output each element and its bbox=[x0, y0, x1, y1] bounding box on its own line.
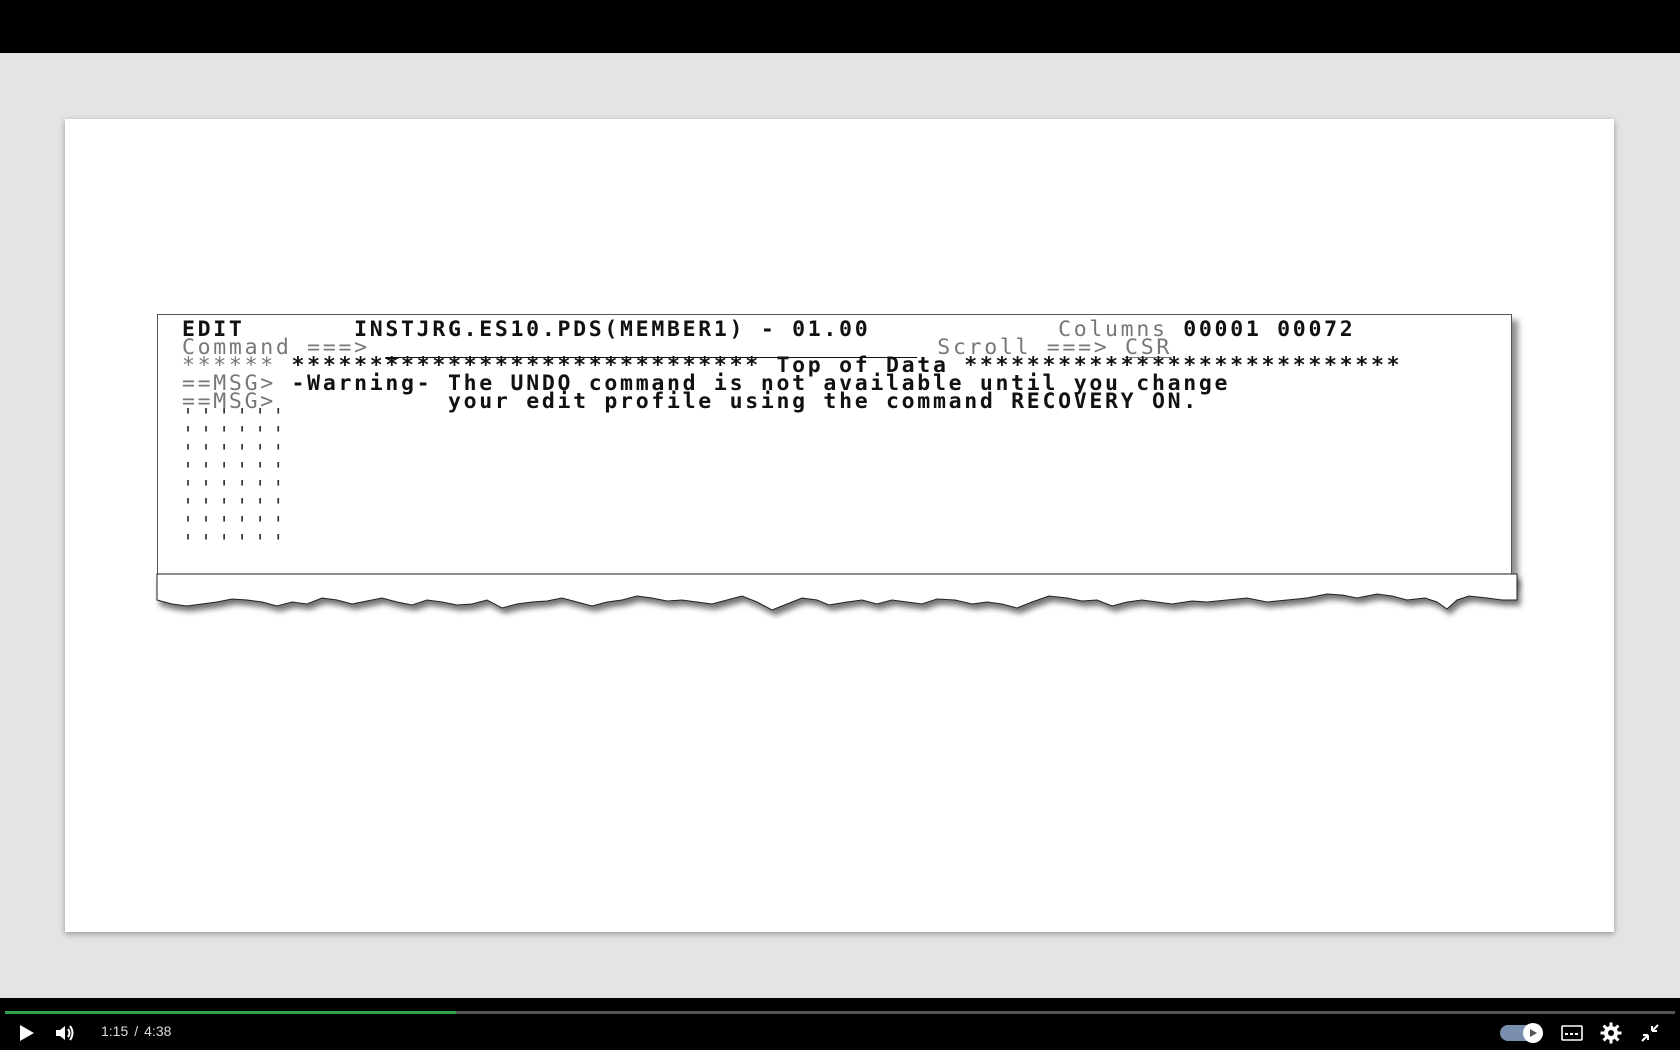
msg-prefix-2: ==MSG> bbox=[182, 389, 276, 414]
autoplay-knob bbox=[1523, 1023, 1543, 1043]
msg-prefix-1: ==MSG> bbox=[182, 371, 276, 396]
current-time: 1:15 bbox=[101, 1023, 129, 1039]
torn-paper-edge bbox=[156, 573, 1518, 611]
video-frame[interactable]: EDIT INSTJRG.ES10.PDS(MEMBER1) - 01.00 C… bbox=[0, 53, 1680, 998]
top-of-data-text: ****************************** Top of Da… bbox=[291, 353, 1403, 378]
volume-icon[interactable] bbox=[53, 1021, 77, 1045]
top-of-data-line: ****** ****************************** To… bbox=[182, 355, 1402, 377]
msg-text-1: -Warning- The UNDO command is not availa… bbox=[291, 371, 1231, 396]
progress-played bbox=[5, 1011, 456, 1014]
settings-icon[interactable] bbox=[1599, 1021, 1623, 1045]
time-display: 1:15 / 4:38 bbox=[101, 1023, 171, 1039]
empty-line: '''''' bbox=[182, 440, 291, 464]
message-line-1: ==MSG> -Warning- The UNDO command is not… bbox=[182, 373, 1230, 395]
exit-fullscreen-icon[interactable] bbox=[1638, 1021, 1662, 1045]
top-prefix: ****** bbox=[182, 353, 276, 378]
empty-line: '''''' bbox=[182, 494, 291, 518]
command-input[interactable]: _ bbox=[385, 335, 918, 360]
player-controls: 1:15 / 4:38 bbox=[0, 998, 1680, 1050]
play-icon[interactable] bbox=[14, 1021, 38, 1045]
ispf-edit-screen: EDIT INSTJRG.ES10.PDS(MEMBER1) - 01.00 C… bbox=[157, 314, 1512, 585]
msg-text-2: your edit profile using the command RECO… bbox=[291, 389, 1199, 414]
duration: 4:38 bbox=[144, 1023, 172, 1039]
empty-line: '''''' bbox=[182, 422, 291, 446]
scroll-label: Scroll ===> bbox=[937, 335, 1110, 360]
empty-line: '''''' bbox=[182, 530, 291, 554]
scroll-value[interactable]: CSR bbox=[1125, 335, 1172, 360]
command-line: Command ===> _ Scroll ===> CSR bbox=[182, 337, 1172, 359]
columns-label: Columns bbox=[1058, 317, 1168, 342]
command-label: Command ===> bbox=[182, 335, 370, 360]
message-line-2: ==MSG> your edit profile using the comma… bbox=[182, 391, 1199, 413]
time-separator: / bbox=[134, 1023, 139, 1039]
empty-line: '''''' bbox=[182, 476, 291, 500]
autoplay-toggle[interactable] bbox=[1500, 1023, 1543, 1043]
progress-bar[interactable] bbox=[5, 1011, 1675, 1014]
edit-header-line: EDIT INSTJRG.ES10.PDS(MEMBER1) - 01.00 C… bbox=[182, 319, 1355, 341]
empty-line: '''''' bbox=[182, 512, 291, 536]
dataset-name: INSTJRG.ES10.PDS(MEMBER1) - 01.00 bbox=[354, 317, 871, 342]
captions-icon[interactable] bbox=[1560, 1021, 1584, 1045]
slide: EDIT INSTJRG.ES10.PDS(MEMBER1) - 01.00 C… bbox=[65, 119, 1614, 932]
edit-label: EDIT bbox=[182, 317, 245, 342]
columns-start: 00001 bbox=[1183, 317, 1262, 342]
play-icon bbox=[1530, 1029, 1537, 1037]
empty-line: '''''' bbox=[182, 458, 291, 482]
empty-line: '''''' bbox=[182, 404, 291, 428]
columns-end: 00072 bbox=[1277, 317, 1356, 342]
